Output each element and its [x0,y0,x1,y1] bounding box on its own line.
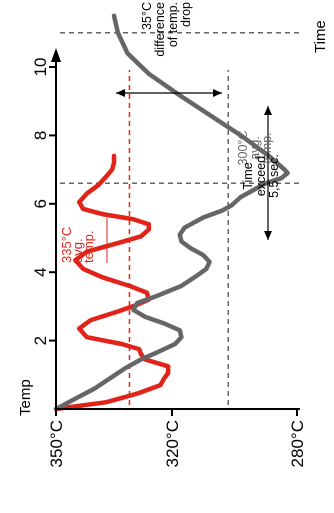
series-layer [53,13,290,412]
annotation-red-avg-line-2: temp. [81,230,96,263]
exceed-arrowhead-bottom [264,231,272,240]
difference-arrowhead-right [213,89,222,97]
annotation-exceed-line-0: Time [241,162,255,189]
annotation-red-avg-line-1: avg. [70,238,85,263]
annotation-diff-line-0: 35°C [140,2,154,30]
time-tick-label-2: 2 [31,336,50,345]
labels: Temp Time [17,20,329,416]
annotation-gray-avg-line-0: 300°C [236,131,250,166]
time-axis-arrowhead [51,48,61,62]
difference-arrowhead-left [116,89,125,97]
annotation-exceed-line-1: exceed [254,156,268,196]
temp-tick-label-350: 350°C [47,420,66,467]
y-axis-title: Temp [17,379,34,416]
x-axis-title: Time [312,20,329,53]
annotation-exceed-line-2: 5,5 sec. [267,154,281,198]
annotation-gray-avg-line-1: avg. [248,136,262,160]
annotation-red-avg-line-0: 335°C [59,227,74,263]
reference-lines [60,32,300,405]
temp-tick-label-320: 320°C [163,420,182,467]
axes [51,48,300,410]
time-tick-label-6: 6 [31,199,50,208]
annotation-gray-avg-line-2: temp. [260,132,274,163]
temp-tick-label-280: 280°C [288,420,307,467]
annotation-arrows [116,89,272,240]
tick-labels: 2 4 6 8 10 350°C 320°C 280°C [31,58,307,468]
time-tick-label-8: 8 [31,131,50,140]
annotation-diff-line-2: of temp. [166,2,180,47]
series-line-0 [53,153,171,412]
time-tick-label-10: 10 [31,58,50,77]
annotation-diff-line-1: difference [153,2,167,57]
series-line-1 [53,13,290,412]
exceed-arrowhead-top [264,106,272,115]
tick-marks [49,66,298,416]
annotation-diff-line-3: drop [179,2,193,27]
time-tick-label-4: 4 [31,267,50,276]
